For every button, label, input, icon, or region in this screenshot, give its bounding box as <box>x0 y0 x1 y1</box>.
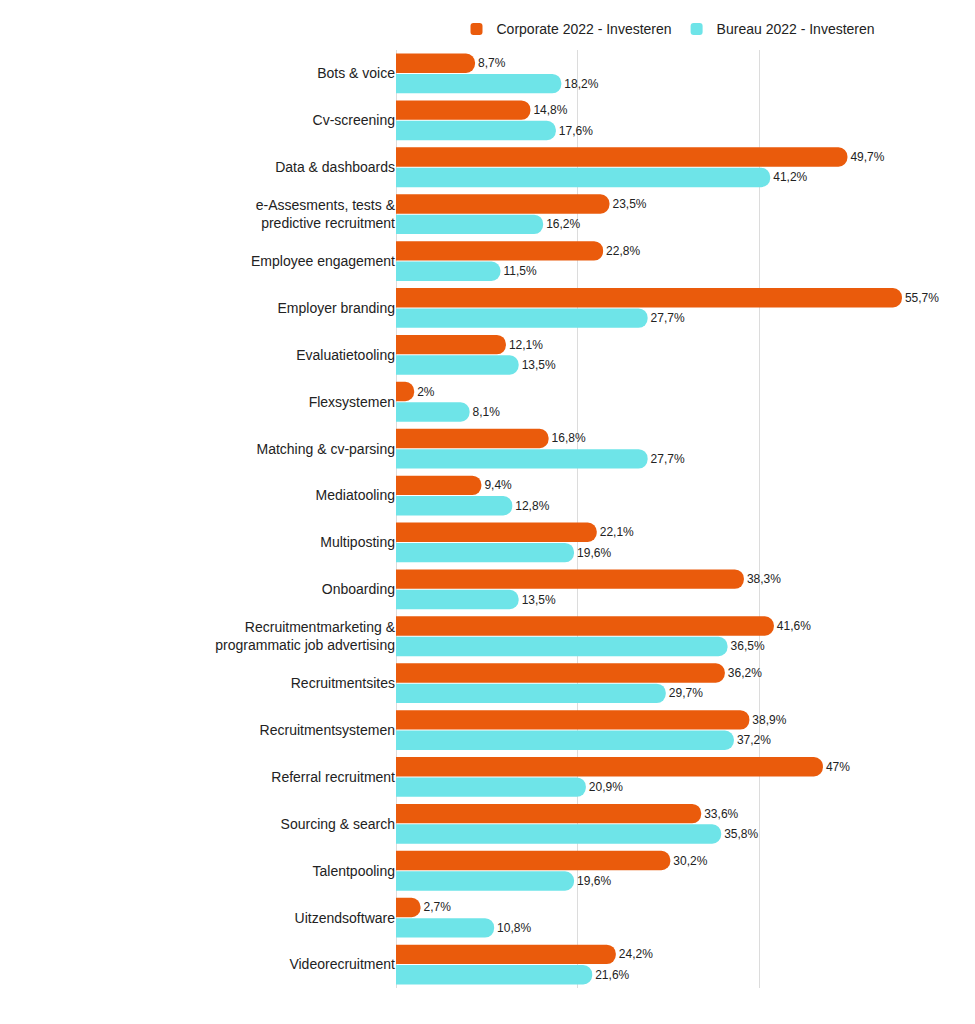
svg-text:19,6%: 19,6% <box>577 546 611 560</box>
svg-text:49,7%: 49,7% <box>850 150 884 164</box>
svg-text:37,2%: 37,2% <box>737 733 771 747</box>
svg-text:29,7%: 29,7% <box>669 686 703 700</box>
svg-text:Flexsystemen: Flexsystemen <box>309 394 395 410</box>
svg-text:9,4%: 9,4% <box>484 478 512 492</box>
svg-text:22,8%: 22,8% <box>606 244 640 258</box>
svg-text:Recruitmentsystemen: Recruitmentsystemen <box>260 722 395 738</box>
svg-text:38,9%: 38,9% <box>752 713 786 727</box>
svg-text:41,6%: 41,6% <box>777 619 811 633</box>
svg-text:2,7%: 2,7% <box>424 900 452 914</box>
svg-text:Bots & voice: Bots & voice <box>317 65 395 81</box>
svg-text:Employee engagement: Employee engagement <box>251 253 395 269</box>
svg-text:Multiposting: Multiposting <box>320 534 395 550</box>
svg-text:12,8%: 12,8% <box>515 499 549 513</box>
svg-text:27,7%: 27,7% <box>651 452 685 466</box>
svg-text:8,1%: 8,1% <box>473 405 501 419</box>
svg-text:23,5%: 23,5% <box>612 197 646 211</box>
svg-text:10,8%: 10,8% <box>497 921 531 935</box>
svg-text:2%: 2% <box>417 385 435 399</box>
svg-text:16,8%: 16,8% <box>552 431 586 445</box>
svg-text:Data & dashboards: Data & dashboards <box>275 159 395 175</box>
svg-text:41,2%: 41,2% <box>773 170 807 184</box>
svg-text:14,8%: 14,8% <box>533 103 567 117</box>
svg-text:36,2%: 36,2% <box>728 666 762 680</box>
svg-text:21,6%: 21,6% <box>595 968 629 982</box>
svg-text:20,9%: 20,9% <box>589 780 623 794</box>
svg-text:Talentpooling: Talentpooling <box>312 863 395 879</box>
svg-text:Employer branding: Employer branding <box>277 300 395 316</box>
svg-text:35,8%: 35,8% <box>724 827 758 841</box>
svg-text:12,1%: 12,1% <box>509 338 543 352</box>
svg-text:24,2%: 24,2% <box>619 947 653 961</box>
svg-text:13,5%: 13,5% <box>522 593 556 607</box>
svg-text:13,5%: 13,5% <box>522 358 556 372</box>
svg-text:Evaluatietooling: Evaluatietooling <box>296 347 395 363</box>
svg-text:18,2%: 18,2% <box>564 77 598 91</box>
svg-text:Recruitmentsites: Recruitmentsites <box>291 675 395 691</box>
svg-text:11,5%: 11,5% <box>503 264 536 278</box>
svg-text:55,7%: 55,7% <box>905 291 939 305</box>
svg-text:38,3%: 38,3% <box>747 572 781 586</box>
svg-text:16,2%: 16,2% <box>546 217 580 231</box>
svg-text:Mediatooling: Mediatooling <box>316 487 395 503</box>
svg-text:Uitzendsoftware: Uitzendsoftware <box>295 910 396 926</box>
svg-text:Matching & cv-parsing: Matching & cv-parsing <box>256 441 395 457</box>
svg-text:Sourcing & search: Sourcing & search <box>281 816 395 832</box>
svg-text:27,7%: 27,7% <box>651 311 685 325</box>
svg-text:Recruitmentmarketing &programm: Recruitmentmarketing &programmatic job a… <box>215 619 395 653</box>
svg-text:8,7%: 8,7% <box>478 56 506 70</box>
svg-text:Cv-screening: Cv-screening <box>313 112 395 128</box>
svg-text:Referral recruitment: Referral recruitment <box>271 769 395 785</box>
svg-text:36,5%: 36,5% <box>731 639 765 653</box>
svg-text:Videorecruitment: Videorecruitment <box>289 956 395 972</box>
svg-text:Corporate 2022 - Investeren: Corporate 2022 - Investeren <box>497 21 672 37</box>
svg-text:e-Assesments, tests &predictiv: e-Assesments, tests &predictive recruitm… <box>256 197 396 231</box>
svg-text:19,6%: 19,6% <box>577 874 611 888</box>
svg-text:22,1%: 22,1% <box>600 525 634 539</box>
svg-text:17,6%: 17,6% <box>559 124 593 138</box>
svg-text:Bureau 2022 - Investeren: Bureau 2022 - Investeren <box>717 21 875 37</box>
svg-text:30,2%: 30,2% <box>673 854 707 868</box>
svg-text:Onboarding: Onboarding <box>322 581 395 597</box>
svg-text:47%: 47% <box>826 760 850 774</box>
svg-text:33,6%: 33,6% <box>704 807 738 821</box>
